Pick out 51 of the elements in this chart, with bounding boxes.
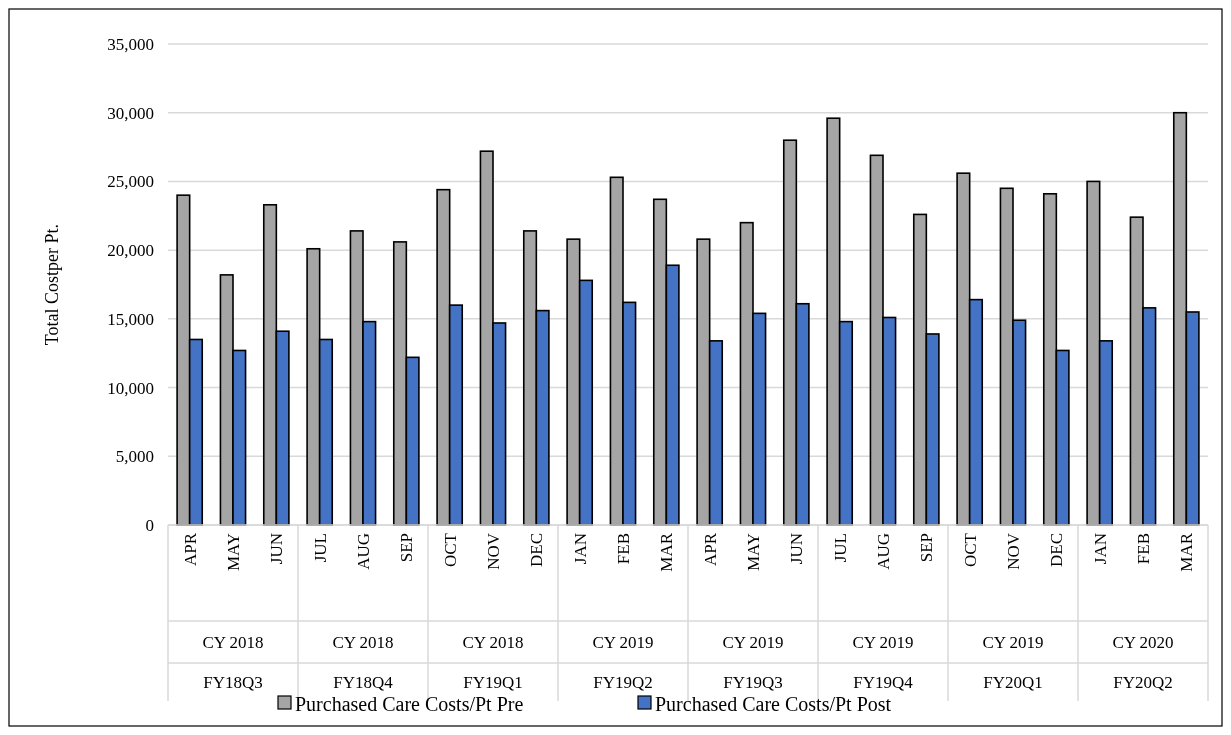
y-tick-label: 35,000 [107, 34, 154, 54]
text: FY19Q1 [463, 672, 523, 692]
x-tick-label: AUG [873, 533, 893, 570]
text: CY 2019 [592, 632, 654, 652]
y-axis-title: Total Costper Pt. [42, 223, 62, 346]
legend-label: Purchased Care Costs/Pt Pre [295, 693, 524, 715]
text: FY19Q3 [723, 672, 783, 692]
text: FY19Q2 [593, 672, 653, 692]
text: FY18Q4 [333, 672, 394, 692]
x-tick-label: SEP [397, 533, 417, 563]
text: FY20Q1 [983, 672, 1043, 692]
x-tick-label: JUN [787, 533, 807, 565]
text: CY 2019 [722, 632, 784, 652]
x-tick-label: AUG [353, 533, 373, 570]
text: FY20Q2 [1113, 672, 1173, 692]
x-tick-label: MAR [657, 532, 677, 572]
x-tick-label: FEB [1133, 533, 1153, 565]
y-tick-label: 20,000 [107, 241, 154, 261]
x-tick-label: DEC [527, 533, 547, 567]
x-tick-label: OCT [960, 532, 980, 567]
text: FY18Q3 [203, 672, 263, 692]
text: CY 2018 [332, 632, 394, 652]
x-tick-label: JAN [570, 533, 590, 565]
x-tick-label: JUL [310, 533, 330, 563]
y-tick-label: 0 [145, 515, 154, 535]
x-tick-label: NOV [1003, 532, 1023, 570]
text: CY 2018 [202, 632, 264, 652]
x-tick-label: JAN [1090, 533, 1110, 565]
x-tick-label: MAY [743, 533, 763, 572]
y-tick-label: 25,000 [107, 172, 154, 192]
x-tick-label: NOV [483, 532, 503, 570]
y-tick-label: 10,000 [107, 378, 154, 398]
x-tick-label: OCT [440, 532, 460, 567]
x-tick-label: APR [180, 532, 200, 567]
x-tick-label: DEC [1047, 533, 1067, 567]
y-tick-label: 30,000 [107, 103, 154, 123]
x-tick-label: MAY [223, 533, 243, 572]
y-tick-label: 15,000 [107, 309, 154, 329]
text: FY19Q4 [853, 672, 914, 692]
x-tick-label: SEP [917, 533, 937, 563]
x-tick-label: FEB [613, 533, 633, 565]
text: CY 2019 [852, 632, 914, 652]
text: CY 2019 [982, 632, 1044, 652]
y-tick-label: 5,000 [115, 447, 154, 467]
x-tick-label: APR [700, 532, 720, 567]
x-tick-label: JUN [267, 533, 287, 565]
x-tick-label: MAR [1177, 532, 1197, 572]
text: CY 2018 [462, 632, 524, 652]
text: CY 2020 [1112, 632, 1174, 652]
x-tick-label: JUL [830, 533, 850, 563]
legend-label: Purchased Care Costs/Pt Post [655, 693, 892, 715]
